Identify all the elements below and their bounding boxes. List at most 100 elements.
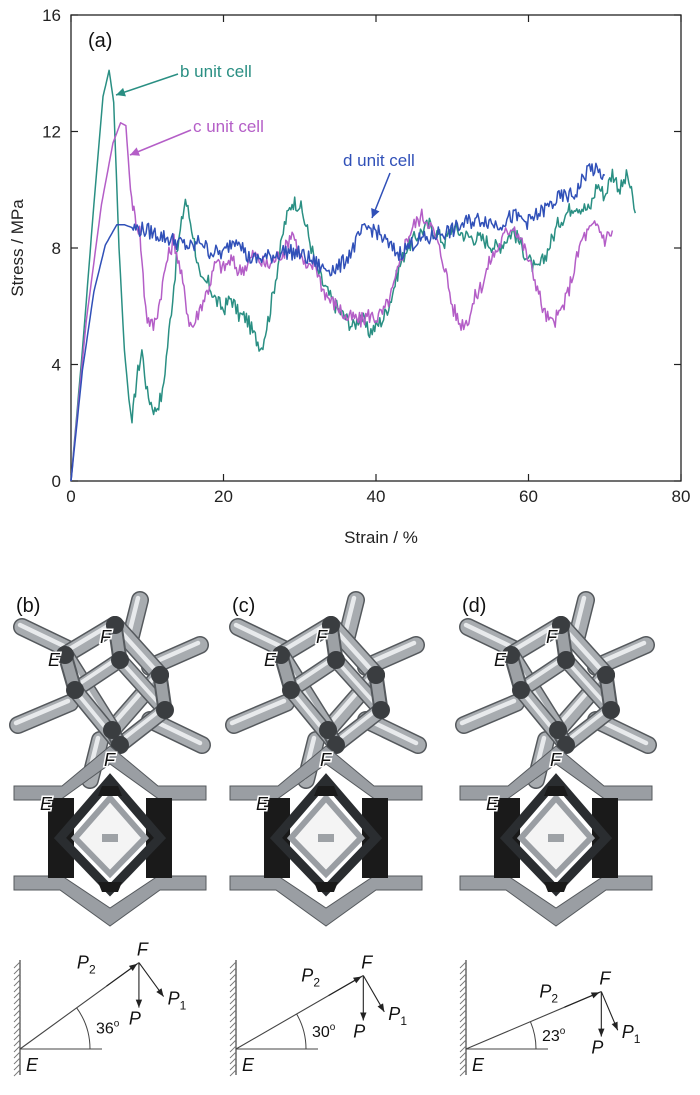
annotation-arrow-line [129, 129, 192, 156]
force-label-p1: P1 [168, 989, 187, 1013]
wall-hatch [229, 1003, 237, 1011]
wall-hatch [229, 1009, 237, 1017]
wall-hatch [13, 1009, 21, 1017]
force-point-e: E [242, 1055, 255, 1075]
lattice-point-f: F [100, 627, 112, 647]
force-point-f: F [137, 940, 149, 960]
wall-hatch [229, 1045, 237, 1053]
degree-symbol: o [330, 1022, 336, 1033]
wall-hatch [13, 1015, 21, 1023]
wall-hatch [229, 991, 237, 999]
y-axis-ticks: 0 4 8 12 16 [42, 6, 681, 491]
joint-node [327, 651, 345, 669]
wall-hatch [13, 1051, 21, 1059]
wall-hatch [229, 1063, 237, 1071]
wall-hatch [229, 1069, 237, 1077]
wall-hatch [13, 991, 21, 999]
strut [113, 703, 172, 752]
stress-strain-chart: 0 4 8 12 16 0 20 40 60 80 b unit cell c unit cell… [8, 6, 690, 547]
force-label-p2-sub: 2 [313, 976, 320, 990]
panel-label: (d) [462, 595, 486, 617]
strut-highlight [562, 706, 611, 745]
frame-bottom-node [98, 882, 122, 892]
wall-hatch [229, 997, 237, 1005]
strut-highlight [332, 706, 381, 745]
force-label-p1-sub: 1 [634, 1032, 641, 1046]
x-tick-label: 20 [214, 487, 233, 506]
frame-bottom-node [314, 882, 338, 892]
y-tick-label: 4 [52, 356, 61, 375]
unit-cell-panels: (b)EFEF36oFEPP1P2(c)EFEF30oFEPP1P2(d)EFE… [9, 591, 657, 1077]
joint-node [602, 701, 620, 719]
joint-node [502, 646, 520, 664]
force-point-e: E [26, 1055, 39, 1075]
force-p-arrow-head [598, 1028, 605, 1037]
wall-hatch [459, 1051, 467, 1059]
force-label-p2-sub: 2 [89, 963, 96, 977]
frame-point-f: F [550, 750, 562, 770]
series-annotation: d unit cell [343, 151, 415, 170]
frame-center-node [548, 834, 564, 842]
frame-top-node [544, 786, 568, 796]
wall-hatch [459, 1039, 467, 1047]
force-label-p2-main: P [301, 966, 313, 986]
wall-hatch [459, 1021, 467, 1029]
force-label-p2: P2 [539, 982, 558, 1006]
wall-hatch [13, 1033, 21, 1041]
lattice-point-f: F [546, 627, 558, 647]
frame-point-f: F [104, 750, 116, 770]
angle-label: 23o [542, 1026, 566, 1045]
joint-node [322, 616, 340, 634]
lattice-point-e: E [494, 650, 507, 670]
strut [559, 703, 618, 752]
strut-highlight [276, 620, 332, 656]
strut [57, 617, 123, 663]
wall-hatch [459, 961, 467, 969]
joint-node [557, 736, 575, 754]
y-tick-label: 8 [52, 239, 61, 258]
series-annotation: c unit cell [193, 117, 264, 136]
wall-hatch [13, 1021, 21, 1029]
wall-hatch [229, 1057, 237, 1065]
panel-label: (b) [16, 595, 40, 617]
angle-value: 30 [312, 1024, 330, 1041]
angle-label: 36o [96, 1018, 120, 1037]
lattice-point-e: E [48, 650, 61, 670]
force-label-p: P [353, 1022, 365, 1042]
angle-arc [529, 1021, 537, 1050]
force-label-p2-sub: 2 [551, 992, 558, 1006]
force-label-p1-sub: 1 [180, 999, 187, 1013]
force-point-e: E [472, 1055, 485, 1075]
degree-symbol: o [114, 1018, 120, 1029]
x-tick-label: 60 [519, 487, 538, 506]
force-label-p1: P1 [388, 1004, 407, 1028]
joint-node [549, 721, 567, 739]
angle-label: 30o [312, 1022, 336, 1041]
strut-highlight [116, 706, 165, 745]
joint-node [272, 646, 290, 664]
joint-node [597, 666, 615, 684]
frame-chevron [229, 875, 423, 927]
wall-hatch [229, 1033, 237, 1041]
joint-node [111, 736, 129, 754]
force-label-p1-sub: 1 [400, 1014, 407, 1028]
wall-hatch [13, 997, 21, 1005]
frame-2d [459, 745, 653, 927]
wall-hatch [13, 961, 21, 969]
frame-center-node [318, 834, 334, 842]
series-layer [70, 69, 637, 482]
strut [273, 617, 339, 663]
strut [503, 617, 569, 663]
wall-hatch [459, 979, 467, 987]
frame-2d [229, 745, 423, 927]
strut [284, 653, 343, 697]
wall-hatch [229, 1051, 237, 1059]
wall-hatch [13, 979, 21, 987]
angle-value: 36 [96, 1020, 114, 1037]
force-p1-arrow-head [611, 1021, 618, 1031]
joint-node [552, 616, 570, 634]
